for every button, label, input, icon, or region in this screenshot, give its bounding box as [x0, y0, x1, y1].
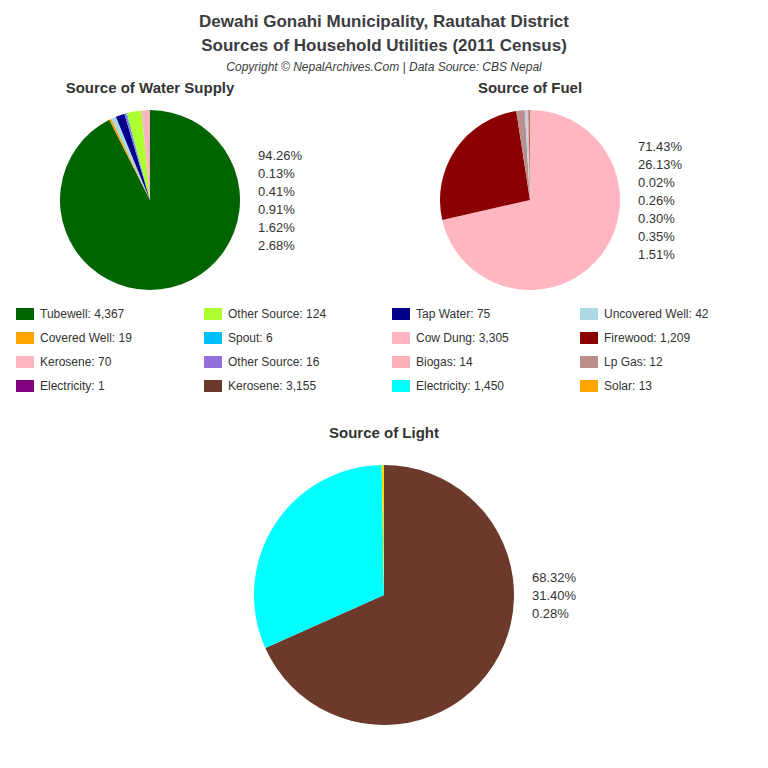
svg-text:0.13%: 0.13%	[258, 166, 295, 181]
svg-text:Lp Gas: 12: Lp Gas: 12	[604, 355, 663, 369]
svg-text:Firewood: 1,209: Firewood: 1,209	[604, 331, 690, 345]
svg-text:26.13%: 26.13%	[638, 157, 683, 172]
svg-text:Cow Dung: 3,305: Cow Dung: 3,305	[416, 331, 509, 345]
svg-text:Uncovered Well: 42: Uncovered Well: 42	[604, 307, 709, 321]
svg-text:Tubewell: 4,367: Tubewell: 4,367	[40, 307, 125, 321]
svg-text:1.62%: 1.62%	[258, 220, 295, 235]
svg-text:71.43%: 71.43%	[638, 139, 683, 154]
svg-text:0.35%: 0.35%	[638, 229, 675, 244]
svg-text:68.32%: 68.32%	[532, 570, 577, 585]
svg-text:Dewahi Gonahi Municipality, Ra: Dewahi Gonahi Municipality, Rautahat Dis…	[199, 12, 569, 31]
svg-text:Source of Light: Source of Light	[329, 424, 439, 441]
svg-text:Tap Water: 75: Tap Water: 75	[416, 307, 491, 321]
svg-text:2.68%: 2.68%	[258, 238, 295, 253]
svg-text:Solar: 13: Solar: 13	[604, 379, 652, 393]
svg-text:Biogas: 14: Biogas: 14	[416, 355, 473, 369]
svg-text:0.26%: 0.26%	[638, 193, 675, 208]
svg-text:94.26%: 94.26%	[258, 148, 303, 163]
svg-text:Spout: 6: Spout: 6	[228, 331, 273, 345]
svg-text:Electricity: 1: Electricity: 1	[40, 379, 105, 393]
svg-text:0.30%: 0.30%	[638, 211, 675, 226]
svg-text:Electricity: 1,450: Electricity: 1,450	[416, 379, 504, 393]
svg-text:31.40%: 31.40%	[532, 588, 577, 603]
svg-text:Sources of Household Utilities: Sources of Household Utilities (2011 Cen…	[201, 36, 567, 55]
svg-text:Source of Fuel: Source of Fuel	[478, 79, 582, 96]
svg-text:Other Source: 16: Other Source: 16	[228, 355, 320, 369]
svg-text:Copyright © NepalArchives.Com: Copyright © NepalArchives.Com | Data Sou…	[226, 60, 542, 74]
svg-text:0.02%: 0.02%	[638, 175, 675, 190]
svg-text:0.41%: 0.41%	[258, 184, 295, 199]
svg-text:Kerosene: 3,155: Kerosene: 3,155	[228, 379, 316, 393]
svg-text:0.91%: 0.91%	[258, 202, 295, 217]
svg-text:Covered Well: 19: Covered Well: 19	[40, 331, 132, 345]
svg-text:1.51%: 1.51%	[638, 247, 675, 262]
svg-text:Kerosene: 70: Kerosene: 70	[40, 355, 112, 369]
svg-text:Other Source: 124: Other Source: 124	[228, 307, 326, 321]
svg-text:Source of Water Supply: Source of Water Supply	[66, 79, 235, 96]
svg-text:0.28%: 0.28%	[532, 606, 569, 621]
